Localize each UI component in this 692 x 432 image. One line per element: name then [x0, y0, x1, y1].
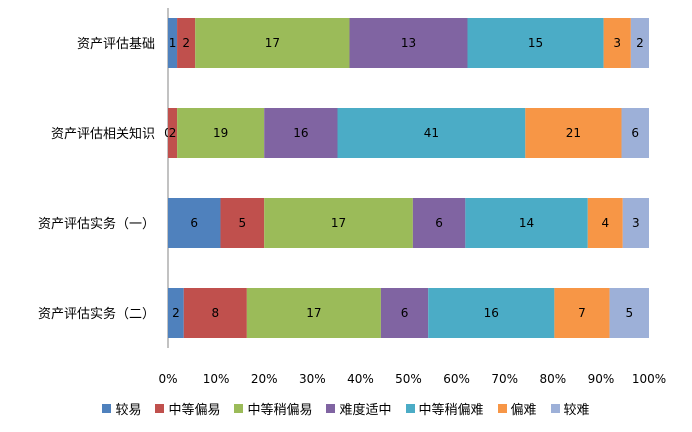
data-label: 7	[578, 306, 586, 320]
data-label: 2	[172, 306, 180, 320]
x-tick-label: 0%	[158, 372, 177, 386]
data-label: 5	[625, 306, 633, 320]
data-label: 5	[239, 216, 247, 230]
legend-swatch	[405, 403, 415, 413]
legend-item: 中等稍偏易	[234, 399, 312, 418]
legend-item: 偏难	[497, 399, 537, 418]
legend-swatch	[102, 403, 112, 413]
data-label: 3	[613, 36, 621, 50]
legend-item: 中等偏易	[155, 399, 220, 418]
legend-swatch	[234, 403, 244, 413]
bar-segment	[525, 108, 622, 158]
x-tick-label: 100%	[632, 372, 666, 386]
bar-segment	[177, 108, 265, 158]
legend-label: 偏难	[510, 402, 537, 418]
bar-segment	[337, 108, 526, 158]
bar-segment	[168, 108, 178, 158]
bar-segment	[349, 18, 468, 68]
data-label: 41	[424, 126, 439, 140]
bar-segment	[246, 288, 381, 338]
bar-segment	[380, 288, 429, 338]
data-label: 19	[213, 126, 228, 140]
bar-segment	[183, 288, 247, 338]
data-label: 16	[293, 126, 308, 140]
data-label: 3	[632, 216, 640, 230]
legend-label: 中等稍偏难	[418, 402, 484, 418]
x-tick-label: 80%	[539, 372, 566, 386]
data-label: 2	[636, 36, 644, 50]
legend: 较易 中等偏易 中等稍偏易 难度适中 中等稍偏难 偏难 较难	[0, 396, 692, 420]
data-label: 8	[211, 306, 219, 320]
x-tick-label: 60%	[443, 372, 470, 386]
bar-segment	[465, 198, 588, 248]
bar-segment	[428, 288, 555, 338]
data-label: 6	[190, 216, 198, 230]
data-label: 16	[484, 306, 499, 320]
data-label: 15	[528, 36, 543, 50]
bars: 121713153202191641216651761443281761675	[164, 18, 649, 338]
data-label: 21	[566, 126, 581, 140]
stacked-bar-chart: 121713153202191641216651761443281761675 …	[38, 8, 666, 386]
bar-segment	[467, 18, 604, 68]
category-label: 资产评估实务（一）	[38, 216, 155, 232]
bar-segment	[195, 18, 350, 68]
bar-segment	[621, 108, 649, 158]
bar-segment	[264, 108, 338, 158]
x-tick-label: 20%	[251, 372, 278, 386]
x-tick-label: 50%	[395, 372, 422, 386]
legend-item: 较易	[102, 399, 141, 418]
data-label: 1	[169, 36, 177, 50]
data-label: 17	[306, 306, 321, 320]
x-tick-label: 90%	[588, 372, 615, 386]
legend-swatch	[550, 403, 560, 413]
legend-label: 较难	[563, 402, 590, 418]
bar-segment	[609, 288, 649, 338]
bar-segment	[554, 288, 610, 338]
bar-segment	[220, 198, 265, 248]
legend-item: 中等稍偏难	[405, 399, 484, 418]
bar-segment	[177, 18, 196, 68]
bar-segment	[630, 18, 649, 68]
data-label: 6	[631, 126, 639, 140]
bar-segment	[412, 198, 466, 248]
bar-segment	[603, 18, 631, 68]
data-label: 17	[265, 36, 280, 50]
category-label: 资产评估实务（二）	[38, 306, 155, 322]
legend-item: 较难	[550, 399, 590, 418]
legend-swatch	[155, 403, 165, 413]
x-tick-label: 70%	[491, 372, 518, 386]
data-label: 2	[182, 36, 190, 50]
bar-segment	[622, 198, 649, 248]
data-label: 2	[169, 126, 177, 140]
bar-segment	[587, 198, 623, 248]
data-label: 17	[331, 216, 346, 230]
category-label: 资产评估基础	[77, 37, 155, 52]
legend-item: 难度适中	[326, 399, 392, 418]
bar-segment	[168, 198, 221, 248]
bar-segment	[168, 18, 178, 68]
legend-swatch	[497, 403, 507, 413]
data-label: 6	[435, 216, 443, 230]
category-label: 资产评估相关知识	[51, 126, 155, 142]
x-tick-label: 40%	[347, 372, 374, 386]
x-tick-label: 30%	[299, 372, 326, 386]
data-label: 4	[601, 216, 609, 230]
data-label: 14	[519, 216, 534, 230]
data-label: 6	[401, 306, 409, 320]
bar-segment	[168, 288, 184, 338]
bar-segment	[264, 198, 413, 248]
x-tick-label: 10%	[203, 372, 230, 386]
data-label: 13	[401, 36, 416, 50]
legend-swatch	[326, 403, 336, 413]
legend-label: 中等偏易	[168, 402, 221, 418]
legend-label: 难度适中	[339, 402, 392, 418]
x-tick-labels: 0% 10% 20% 30% 40% 50% 60% 70% 80% 90% 100%	[158, 372, 666, 386]
legend-label: 较易	[115, 402, 142, 418]
legend-label: 中等稍偏易	[247, 402, 313, 418]
